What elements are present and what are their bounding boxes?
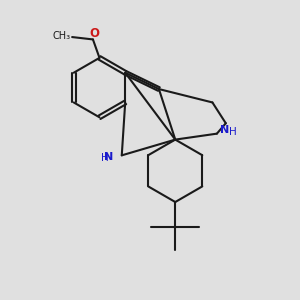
Text: N: N bbox=[220, 125, 230, 135]
Text: H: H bbox=[229, 127, 237, 137]
Text: H: H bbox=[100, 153, 108, 163]
Text: O: O bbox=[89, 27, 99, 40]
Text: CH₃: CH₃ bbox=[52, 31, 70, 41]
Text: N: N bbox=[104, 152, 113, 162]
